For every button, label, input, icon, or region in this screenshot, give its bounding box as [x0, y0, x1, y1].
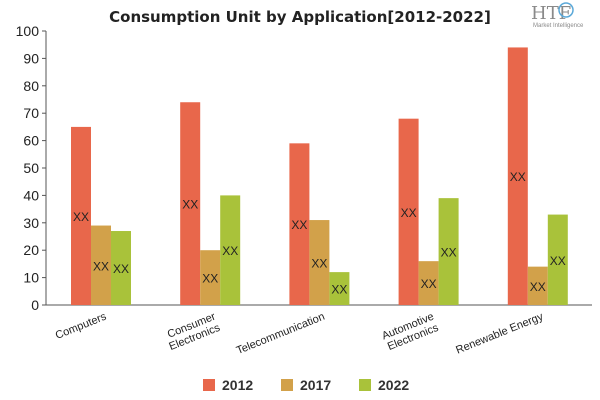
data-label: XX	[401, 206, 417, 220]
data-label: XX	[73, 210, 89, 224]
data-label: XX	[550, 254, 566, 268]
bar-2017	[91, 225, 111, 305]
data-label: XX	[421, 277, 437, 291]
data-label: XX	[530, 280, 546, 294]
data-label: XX	[311, 257, 327, 271]
legend-swatch-2017	[281, 379, 293, 391]
y-tick-label: 80	[23, 78, 39, 94]
y-tick-label: 40	[23, 187, 39, 203]
axes: 0 10 20 30 40 50 60 70 80 90 100	[16, 23, 592, 313]
data-label: XX	[510, 170, 526, 184]
bar-2017	[527, 266, 548, 305]
bar-2022	[329, 272, 350, 305]
bars	[71, 47, 568, 306]
y-tick-label: 0	[31, 297, 39, 313]
legend-swatch-2022	[359, 379, 371, 391]
data-label: XX	[331, 283, 347, 297]
bar-2012	[507, 47, 528, 305]
legend-label: 2017	[300, 377, 331, 393]
category-label: AutomotiveElectronics	[380, 310, 440, 353]
bar-2012	[398, 118, 419, 306]
bar-2017	[309, 220, 330, 305]
data-labels: XX XX XX XX XX XX XX XX XX XX XX XX XX XX XX	[73, 170, 566, 296]
y-tick-label: 100	[16, 23, 40, 39]
bar-2012	[180, 102, 201, 306]
legend: 2012 2017 2022	[203, 377, 409, 393]
category-label: Telecommunication	[235, 311, 327, 357]
logo-mark: HTF	[531, 3, 571, 24]
logo-subtitle: Market Intelligence	[533, 23, 584, 29]
bar-2017	[200, 250, 221, 305]
bar-2022	[438, 198, 459, 305]
category-label: Renewable Energy	[454, 310, 545, 356]
y-tick-label: 10	[23, 270, 39, 286]
legend-swatch-2012	[203, 379, 215, 391]
bar-2017	[418, 261, 439, 305]
data-label: XX	[113, 262, 129, 276]
bar-2022	[547, 214, 568, 305]
data-label: XX	[93, 259, 109, 273]
bar-2012	[289, 143, 310, 305]
category-label: ConsumerElectronics	[163, 310, 222, 353]
bar-2022	[220, 195, 241, 305]
legend-label: 2022	[378, 377, 409, 393]
bar-2022	[111, 231, 131, 305]
logo-globe-icon	[558, 2, 574, 18]
y-tick-label: 90	[23, 50, 39, 66]
category-label: Computers	[54, 310, 109, 341]
y-tick-label: 60	[23, 133, 39, 149]
htf-logo: HTF Market Intelligence	[531, 2, 584, 29]
data-label: XX	[182, 198, 198, 212]
data-label: XX	[291, 218, 307, 232]
data-label: XX	[441, 246, 457, 260]
category-labels: Computers ConsumerElectronics Telecommunic…	[54, 310, 546, 357]
bar-2012	[71, 126, 91, 306]
data-label: XX	[202, 272, 218, 286]
y-tick-label: 30	[23, 215, 39, 231]
legend-label: 2012	[222, 377, 253, 393]
data-label: XX	[222, 244, 238, 258]
chart-title: Consumption Unit by Application[2012-202…	[109, 8, 491, 26]
y-tick-label: 70	[23, 105, 39, 121]
y-tick-label: 50	[23, 160, 39, 176]
y-tick-label: 20	[23, 242, 39, 258]
